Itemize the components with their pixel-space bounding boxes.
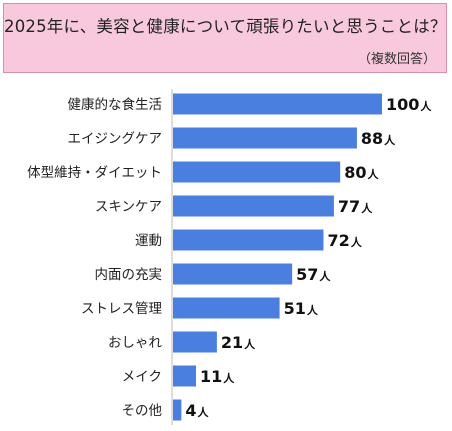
data-label: 57人 <box>296 265 331 284</box>
data-label-unit: 人 <box>223 371 235 385</box>
chart-header: 2025年に、美容と健康について頑張りたいと思うことは？ （複数回答） <box>3 3 447 73</box>
category-label: その他 <box>122 403 163 419</box>
data-label-value: 51 <box>284 299 306 318</box>
bar <box>173 297 280 319</box>
data-label-unit: 人 <box>351 235 363 249</box>
data-label-unit: 人 <box>307 303 319 317</box>
data-label: 4人 <box>185 401 209 420</box>
category-label: おしゃれ <box>108 335 162 351</box>
data-label: 21人 <box>221 333 256 352</box>
data-label-unit: 人 <box>384 133 396 147</box>
data-label-unit: 人 <box>244 337 256 351</box>
data-label-value: 57 <box>296 265 318 284</box>
category-label: 健康的な食生活 <box>68 96 163 113</box>
category-label: ストレス管理 <box>81 301 162 317</box>
bar <box>173 161 341 183</box>
data-label: 80人 <box>344 163 379 182</box>
data-label-unit: 人 <box>319 269 331 283</box>
data-label-value: 11 <box>200 367 222 386</box>
bar <box>173 195 334 217</box>
data-label: 77人 <box>338 197 373 216</box>
data-label-unit: 人 <box>198 405 210 419</box>
category-label: 体型維持・ダイエット <box>27 165 162 181</box>
data-label-value: 4 <box>185 401 196 420</box>
data-label-value: 88 <box>361 129 383 148</box>
data-label: 72人 <box>327 231 362 250</box>
bar <box>173 93 382 115</box>
chart-subtitle: （複数回答） <box>357 52 436 67</box>
data-label-unit: 人 <box>420 99 432 113</box>
data-label: 11人 <box>200 367 235 386</box>
data-label-value: 72 <box>327 231 349 250</box>
data-label-value: 80 <box>344 163 366 182</box>
bar <box>173 229 324 251</box>
data-label-value: 77 <box>338 197 360 216</box>
data-label-value: 100 <box>386 95 419 114</box>
data-label-unit: 人 <box>361 201 373 215</box>
bar <box>173 263 293 285</box>
bar <box>173 365 196 387</box>
data-label: 88人 <box>361 129 396 148</box>
bar <box>173 399 182 421</box>
data-label: 51人 <box>284 299 319 318</box>
category-label: メイク <box>122 369 162 385</box>
data-label-value: 21 <box>221 333 243 352</box>
category-label: スキンケア <box>95 199 162 215</box>
category-label: エイジングケア <box>68 131 163 147</box>
data-label: 100人 <box>386 95 432 114</box>
category-label: 運動 <box>135 233 162 249</box>
data-label-unit: 人 <box>367 167 379 181</box>
bar <box>173 127 357 149</box>
category-label: 内面の充実 <box>95 267 163 283</box>
chart-title: 2025年に、美容と健康について頑張りたいと思うことは？ <box>4 17 447 36</box>
bar <box>173 331 217 353</box>
